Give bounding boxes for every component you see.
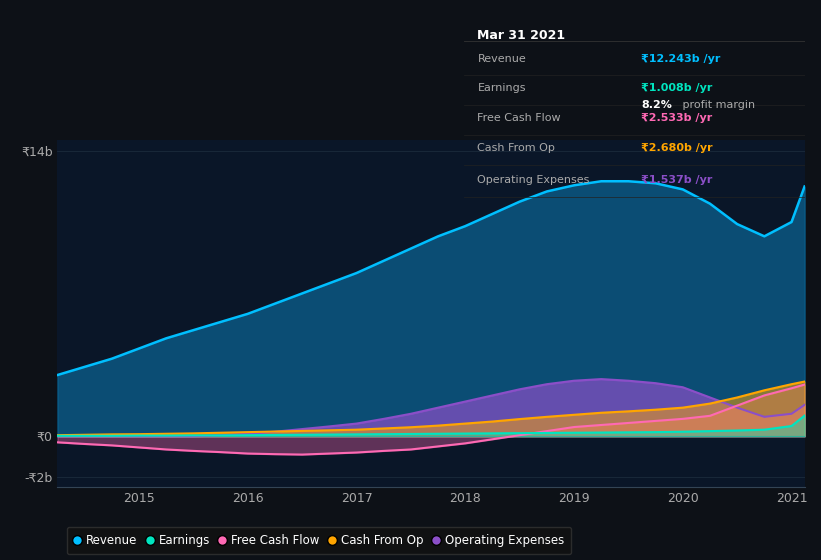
Text: Earnings: Earnings xyxy=(478,83,526,94)
Text: Revenue: Revenue xyxy=(478,54,526,63)
Text: ₹2.680b /yr: ₹2.680b /yr xyxy=(641,143,713,153)
Text: ₹2.533b /yr: ₹2.533b /yr xyxy=(641,113,713,123)
Text: Free Cash Flow: Free Cash Flow xyxy=(478,113,561,123)
Text: Operating Expenses: Operating Expenses xyxy=(478,175,589,185)
Text: ₹1.537b /yr: ₹1.537b /yr xyxy=(641,175,713,185)
Text: 8.2%: 8.2% xyxy=(641,100,672,110)
Text: ₹12.243b /yr: ₹12.243b /yr xyxy=(641,54,720,63)
Text: profit margin: profit margin xyxy=(678,100,754,110)
Text: ₹1.008b /yr: ₹1.008b /yr xyxy=(641,83,713,94)
Legend: Revenue, Earnings, Free Cash Flow, Cash From Op, Operating Expenses: Revenue, Earnings, Free Cash Flow, Cash … xyxy=(67,527,571,554)
Text: Mar 31 2021: Mar 31 2021 xyxy=(478,29,566,42)
Text: Cash From Op: Cash From Op xyxy=(478,143,555,153)
